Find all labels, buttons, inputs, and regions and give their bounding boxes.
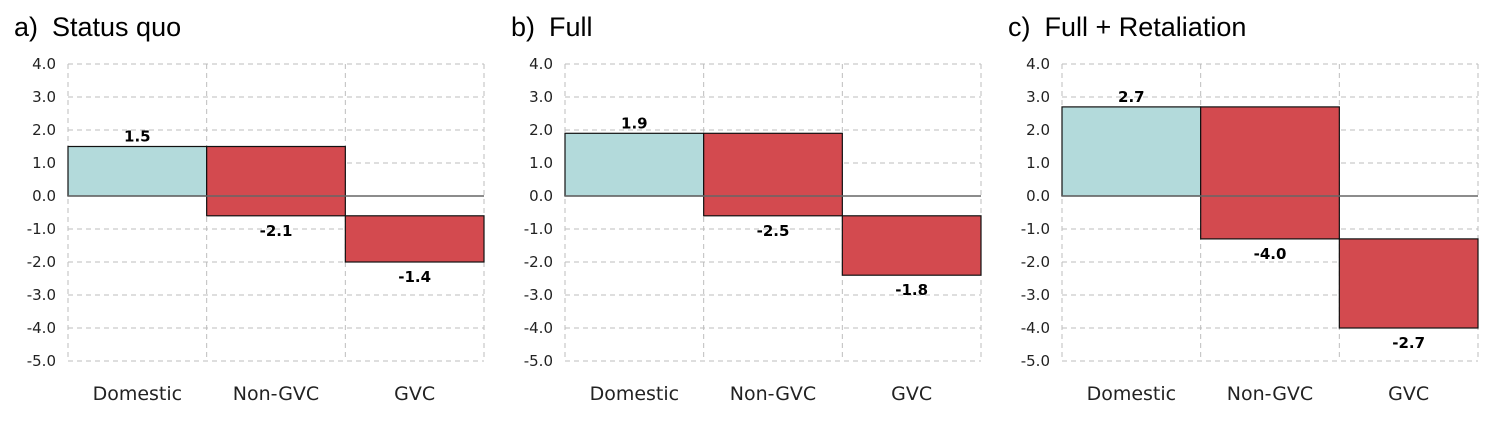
y-tick-label: -5.0 (1021, 352, 1050, 370)
y-tick-label: 4.0 (1026, 55, 1050, 73)
panel-title: c) Full + Retaliation (1008, 12, 1246, 43)
data-label: 1.9 (621, 114, 648, 132)
y-tick-label: -5.0 (27, 352, 56, 370)
waterfall-chart: 4.0 3.0 2.0 1.0 0.0 -1.0 -2.0 -3.0 -4.0 -5.0 1.5 -2… (27, 55, 485, 405)
y-tick-label: -4.0 (1021, 319, 1050, 337)
x-tick-label: Domestic (93, 383, 183, 405)
x-tick-label: GVC (1388, 383, 1429, 405)
data-label: -4.0 (1254, 245, 1287, 263)
y-tick-label: 4.0 (529, 55, 553, 73)
panel-title: a) Status quo (14, 12, 181, 43)
data-label: 2.7 (1118, 88, 1145, 106)
waterfall-chart: 4.0 3.0 2.0 1.0 0.0 -1.0 -2.0 -3.0 -4.0 -5.0 1.9 -2… (524, 55, 982, 405)
y-tick-label: 0.0 (529, 187, 553, 205)
y-tick-label: -2.0 (524, 253, 553, 271)
y-tick-label: 3.0 (529, 88, 553, 106)
x-tick-label: Non-GVC (233, 383, 319, 405)
bar-non-gvc (703, 132, 843, 217)
panel-title-text: Status quo (52, 12, 182, 42)
data-label: -2.1 (260, 222, 293, 240)
bar-domestic (67, 145, 208, 197)
y-tick-label: -3.0 (524, 286, 553, 304)
data-label: 1.5 (124, 128, 151, 146)
bar-domestic (1061, 106, 1202, 197)
data-label: -2.7 (1392, 334, 1425, 352)
bar-non-gvc (1200, 106, 1340, 240)
panel-letter: b) (511, 12, 536, 42)
x-tick-label: GVC (891, 383, 932, 405)
y-tick-label: 4.0 (32, 55, 56, 73)
y-tick-label: -5.0 (524, 352, 553, 370)
y-tick-label: -2.0 (1021, 253, 1050, 271)
x-tick-label: GVC (394, 383, 435, 405)
y-tick-label: -1.0 (27, 220, 56, 238)
y-tick-label: 1.0 (529, 154, 553, 172)
data-label: -1.8 (895, 281, 928, 299)
bar-gvc (344, 215, 485, 263)
y-tick-label: -1.0 (1021, 220, 1050, 238)
chart-panel-a: a) Status quo 4.0 3.0 2.0 1.0 0.0 -1.0 -2.0 -3.0… (0, 0, 497, 418)
y-tick-label: -3.0 (27, 286, 56, 304)
y-tick-label: 1.0 (1026, 154, 1050, 172)
chart-panel-b: b) Full 4.0 3.0 2.0 1.0 0.0 -1.0 -2.0 -3.0 -4.0 -5… (497, 0, 994, 418)
y-tick-label: -3.0 (1021, 286, 1050, 304)
x-tick-label: Non-GVC (730, 383, 816, 405)
panel-title-text: Full (549, 12, 593, 42)
x-tick-label: Domestic (590, 383, 680, 405)
y-tick-label: 0.0 (1026, 187, 1050, 205)
panel-title-text: Full + Retaliation (1044, 12, 1247, 42)
bar-gvc (841, 215, 982, 276)
chart-panel-c: c) Full + Retaliation 4.0 3.0 2.0 1.0 0.0 -1.0… (994, 0, 1491, 418)
panel-letter: a) (14, 12, 39, 42)
y-tick-label: 2.0 (32, 121, 56, 139)
y-tick-label: -4.0 (524, 319, 553, 337)
y-tick-label: -1.0 (524, 220, 553, 238)
bar-gvc (1338, 238, 1479, 329)
x-tick-label: Non-GVC (1227, 383, 1313, 405)
y-tick-label: 2.0 (1026, 121, 1050, 139)
y-tick-label: -2.0 (27, 253, 56, 271)
y-tick-label: 0.0 (32, 187, 56, 205)
y-tick-label: 2.0 (529, 121, 553, 139)
bar-non-gvc (206, 145, 346, 217)
bar-domestic (564, 132, 705, 197)
waterfall-chart: 4.0 3.0 2.0 1.0 0.0 -1.0 -2.0 -3.0 -4.0 -5.0 2.7 -4… (1021, 55, 1479, 405)
y-tick-label: -4.0 (27, 319, 56, 337)
data-label: -1.4 (398, 268, 431, 286)
y-tick-label: 3.0 (1026, 88, 1050, 106)
panel-title: b) Full (511, 12, 593, 43)
data-label: -2.5 (757, 222, 790, 240)
x-tick-label: Domestic (1087, 383, 1177, 405)
y-tick-label: 3.0 (32, 88, 56, 106)
y-tick-label: 1.0 (32, 154, 56, 172)
panel-letter: c) (1008, 12, 1031, 42)
